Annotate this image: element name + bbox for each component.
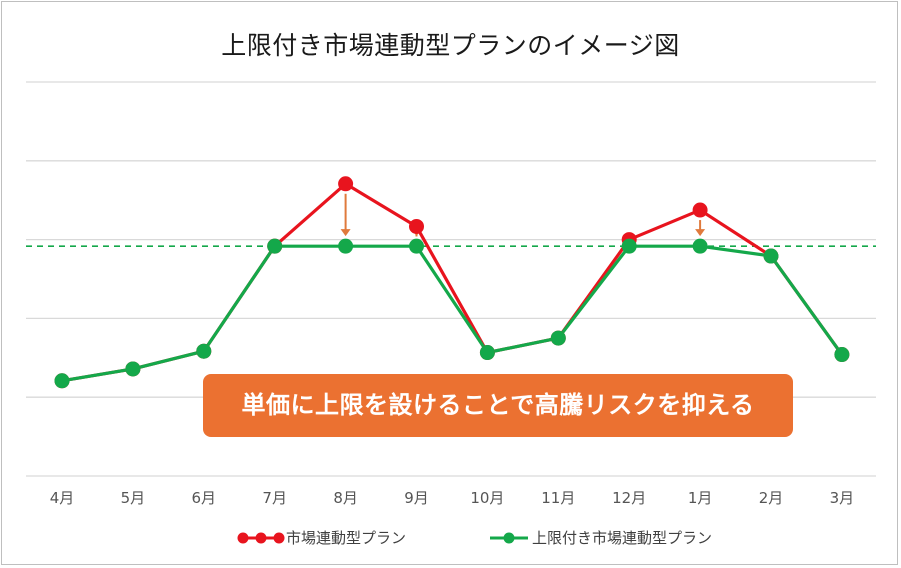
x-tick-label: 11月 — [541, 489, 575, 507]
data-point-capped — [196, 343, 212, 359]
data-point-market — [409, 218, 424, 234]
chart-title: 上限付き市場連動型プランのイメージ図 — [221, 31, 680, 60]
x-tick-label: 8月 — [333, 489, 358, 507]
data-point-capped — [267, 238, 283, 254]
data-point-capped — [125, 361, 141, 377]
x-tick-label: 6月 — [192, 489, 217, 507]
data-point-capped — [763, 248, 779, 264]
x-tick-label: 3月 — [830, 489, 855, 507]
x-tick-label: 12月 — [612, 489, 646, 507]
x-tick-label: 7月 — [262, 489, 287, 507]
legend-label-market: 市場連動型プラン — [286, 529, 406, 547]
data-point-capped — [479, 345, 495, 361]
data-point-market — [338, 176, 354, 192]
series-line-capped — [61, 244, 844, 383]
annotation-callout: 単価に上限を設けることで高騰リスクを抑える — [203, 374, 793, 437]
x-tick-label: 4月 — [50, 489, 75, 507]
data-point-capped — [621, 238, 637, 254]
x-tick-label: 5月 — [121, 489, 146, 507]
data-point-capped — [692, 238, 708, 254]
data-point-capped — [54, 373, 70, 389]
data-point-capped — [834, 347, 850, 363]
x-tick-label: 10月 — [470, 489, 504, 507]
legend-marker-market — [237, 532, 249, 544]
legend-marker-market — [255, 532, 267, 544]
data-point-capped — [338, 238, 354, 254]
x-tick-label: 1月 — [688, 489, 713, 507]
legend-marker-capped — [503, 532, 515, 544]
cap-arrow-head — [695, 229, 706, 237]
x-tick-label: 9月 — [404, 489, 429, 507]
legend-marker-market — [273, 532, 285, 544]
data-point-market — [692, 202, 708, 218]
cap-arrow-head — [340, 229, 351, 237]
data-point-capped — [550, 330, 566, 346]
x-tick-label: 2月 — [759, 489, 784, 507]
data-point-capped — [409, 238, 424, 254]
series-line-market — [61, 182, 844, 383]
legend-label-capped: 上限付き市場連動型プラン — [532, 529, 712, 547]
